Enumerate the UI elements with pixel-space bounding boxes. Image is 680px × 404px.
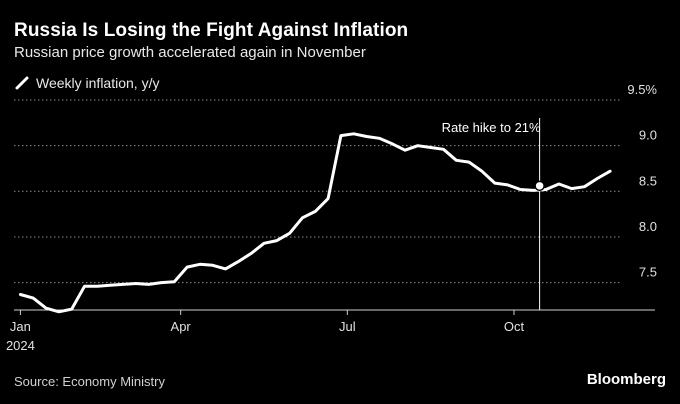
rate-hike-annotation: Rate hike to 21% [442,120,541,135]
bloomberg-logo: Bloomberg [586,371,666,388]
x-tick-label: Apr [171,319,192,334]
y-tick-label: 7.5 [639,265,657,280]
chart-subtitle: Russian price growth accelerated again i… [14,44,366,61]
y-tick-label: 9.5% [627,82,657,97]
series-line-weekly-inflation [18,132,612,314]
source-note: Source: Economy Ministry [14,374,165,389]
y-tick-label: 9.0 [639,128,657,143]
y-tick-label: 8.5 [639,173,657,188]
x-tick-sublabel: 2024 [6,338,35,353]
chart-title: Russia Is Losing the Fight Against Infla… [14,20,409,41]
x-tick-label: Oct [504,319,525,334]
legend-line-icon [15,76,29,90]
x-tick-label: Jul [339,319,356,334]
x-tick-label: Jan [10,319,31,334]
legend-label: Weekly inflation, y/y [36,75,160,91]
legend: Weekly inflation, y/y [14,75,159,91]
rate-hike-marker-dot [534,180,545,192]
y-tick-label: 8.0 [639,219,657,234]
